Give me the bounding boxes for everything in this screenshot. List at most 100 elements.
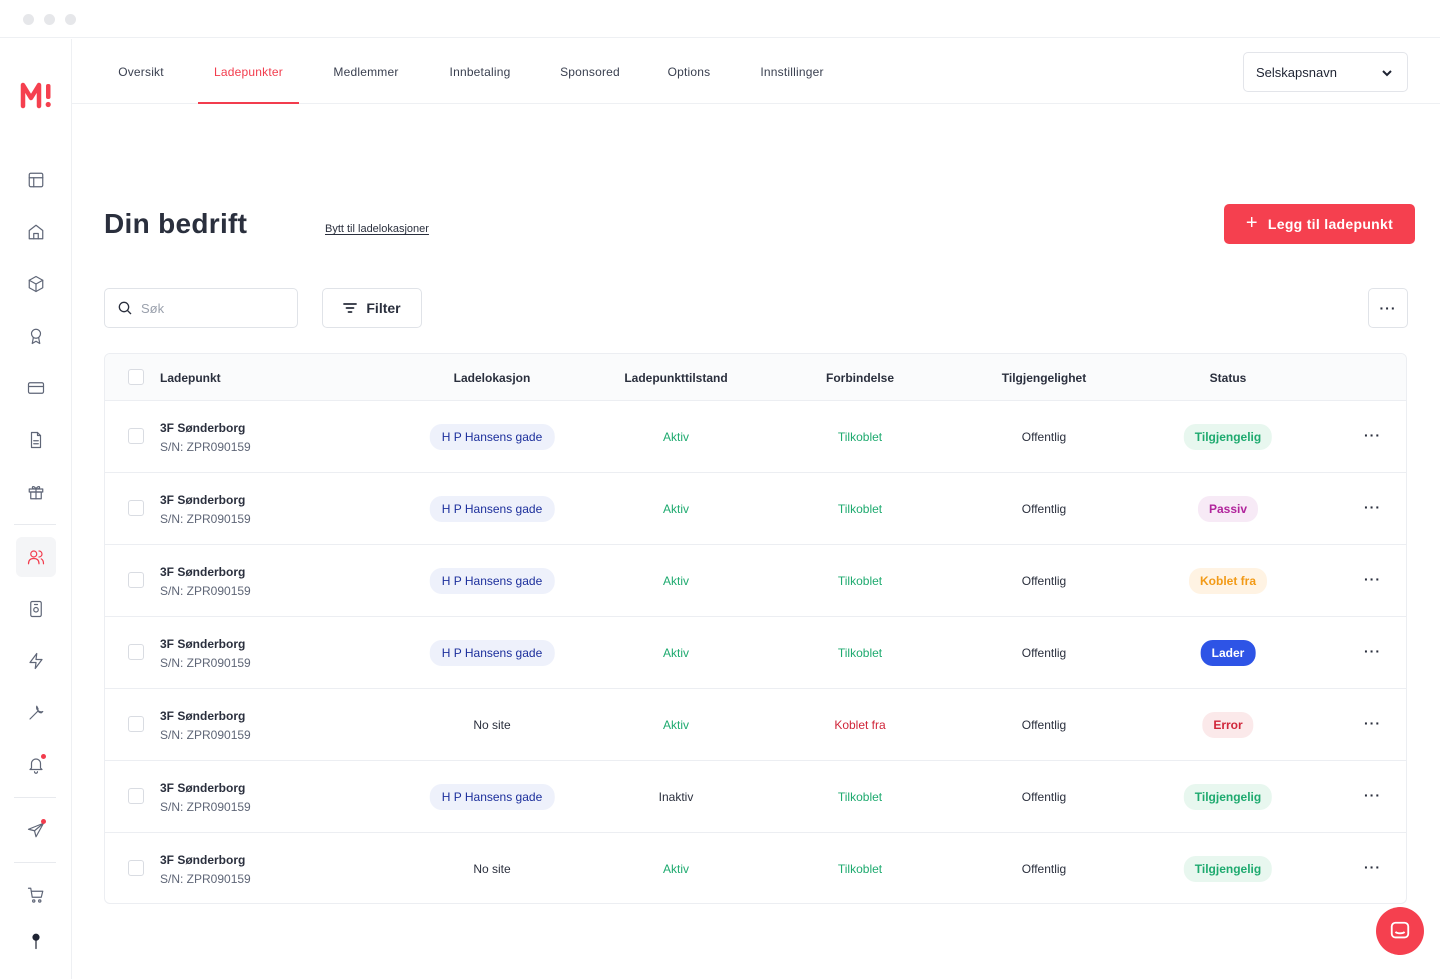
location-cell[interactable]: H P Hansens gade — [429, 640, 555, 666]
state-cell: Aktiv — [662, 502, 690, 516]
table-row[interactable]: 3F Sønderborg S/N: ZPR090159 H P Hansens g… — [105, 401, 1406, 473]
switch-to-locations-link[interactable]: Bytt til ladelokasjoner — [325, 223, 429, 235]
row-checkbox[interactable] — [128, 860, 144, 876]
users-icon[interactable] — [16, 537, 56, 577]
device-icon[interactable] — [16, 589, 56, 629]
window-maximize-dot[interactable] — [65, 14, 76, 25]
company-select[interactable]: Selskapsnavn — [1243, 52, 1408, 92]
brand-logo[interactable] — [20, 81, 54, 109]
add-charge-point-button[interactable]: + Legg til ladepunkt — [1224, 204, 1415, 244]
column-header-ladelokasjon[interactable]: Ladelokasjon — [453, 370, 531, 385]
table-row[interactable]: 3F Sønderborg S/N: ZPR090159 H P Hansens g… — [105, 545, 1406, 617]
select-all-checkbox[interactable] — [128, 369, 144, 385]
table-row[interactable]: 3F Sønderborg S/N: ZPR090159 H P Hansens g… — [105, 761, 1406, 833]
row-more-button[interactable]: ··· — [1364, 499, 1381, 515]
chat-support-button[interactable] — [1376, 907, 1424, 955]
tab-innbetaling[interactable]: Innbetaling — [449, 64, 511, 79]
gift-icon[interactable] — [16, 472, 56, 512]
charge-point-cell[interactable]: 3F Sønderborg S/N: ZPR090159 — [160, 637, 251, 670]
state-cell: Aktiv — [662, 574, 690, 588]
window-close-dot[interactable] — [23, 14, 34, 25]
state-cell: Aktiv — [662, 646, 690, 660]
table-row[interactable]: 3F Sønderborg S/N: ZPR090159 H P Hansens g… — [105, 473, 1406, 545]
tab-sponsored[interactable]: Sponsored — [560, 64, 620, 79]
tab-innstillinger[interactable]: Innstillinger — [760, 64, 824, 79]
location-cell[interactable]: H P Hansens gade — [429, 568, 555, 594]
document-icon[interactable] — [16, 420, 56, 460]
more-options-button[interactable]: ··· — [1368, 288, 1408, 328]
avatar-icon[interactable] — [16, 921, 56, 961]
charge-point-cell[interactable]: 3F Sønderborg S/N: ZPR090159 — [160, 565, 251, 598]
row-more-button[interactable]: ··· — [1364, 427, 1381, 443]
charge-point-cell[interactable]: 3F Sønderborg S/N: ZPR090159 — [160, 853, 251, 886]
top-navigation: Oversikt Ladepunkter Medlemmer Innbetali… — [72, 39, 1440, 104]
charge-point-serial: S/N: ZPR090159 — [160, 872, 251, 886]
tab-ladepunkter[interactable]: Ladepunkter — [198, 39, 299, 104]
connection-cell: Tilkoblet — [837, 862, 883, 876]
row-more-button[interactable]: ··· — [1364, 571, 1381, 587]
row-checkbox[interactable] — [128, 644, 144, 660]
state-cell: Aktiv — [662, 718, 690, 732]
cube-icon[interactable] — [16, 264, 56, 304]
row-more-button[interactable]: ··· — [1364, 787, 1381, 803]
status-badge: Koblet fra — [1188, 568, 1268, 594]
tab-oversikt[interactable]: Oversikt — [118, 64, 164, 79]
layout-icon[interactable] — [16, 160, 56, 200]
row-checkbox[interactable] — [128, 716, 144, 732]
charge-point-serial: S/N: ZPR090159 — [160, 584, 251, 598]
row-more-button[interactable]: ··· — [1364, 859, 1381, 875]
row-checkbox[interactable] — [128, 572, 144, 588]
filter-icon — [343, 303, 358, 313]
charge-point-cell[interactable]: 3F Sønderborg S/N: ZPR090159 — [160, 493, 251, 526]
connection-cell: Tilkoblet — [837, 502, 883, 516]
wrench-icon[interactable] — [16, 693, 56, 733]
search-field[interactable] — [104, 288, 298, 328]
charge-point-cell[interactable]: 3F Sønderborg S/N: ZPR090159 — [160, 709, 251, 742]
page-title: Din bedrift — [104, 208, 248, 239]
row-checkbox[interactable] — [128, 788, 144, 804]
status-badge: Tilgjengelig — [1183, 424, 1273, 450]
location-cell[interactable]: H P Hansens gade — [429, 424, 555, 450]
window-titlebar — [0, 0, 1440, 38]
search-icon — [118, 301, 132, 315]
search-input[interactable] — [141, 300, 281, 316]
availability-cell: Offentlig — [1021, 502, 1067, 516]
availability-cell: Offentlig — [1021, 646, 1067, 660]
filter-button[interactable]: Filter — [322, 288, 422, 328]
table-row[interactable]: 3F Sønderborg S/N: ZPR090159 No site Aktiv T… — [105, 833, 1406, 903]
card-icon[interactable] — [16, 368, 56, 408]
location-cell[interactable]: H P Hansens gade — [429, 496, 555, 522]
row-checkbox[interactable] — [128, 428, 144, 444]
table-row[interactable]: 3F Sønderborg S/N: ZPR090159 No site Aktiv K… — [105, 689, 1406, 761]
tab-medlemmer[interactable]: Medlemmer — [333, 64, 399, 79]
charge-point-serial: S/N: ZPR090159 — [160, 728, 251, 742]
row-more-button[interactable]: ··· — [1364, 715, 1381, 731]
charge-point-serial: S/N: ZPR090159 — [160, 440, 251, 454]
row-more-button[interactable]: ··· — [1364, 643, 1381, 659]
table-row[interactable]: 3F Sønderborg S/N: ZPR090159 H P Hansens g… — [105, 617, 1406, 689]
column-header-status[interactable]: Status — [1209, 370, 1247, 385]
column-header-tilgjengelighet[interactable]: Tilgjengelighet — [1001, 370, 1087, 385]
cart-icon[interactable] — [16, 875, 56, 915]
location-cell[interactable]: H P Hansens gade — [429, 784, 555, 810]
notification-dot — [41, 754, 46, 759]
charge-point-cell[interactable]: 3F Sønderborg S/N: ZPR090159 — [160, 421, 251, 454]
charge-point-serial: S/N: ZPR090159 — [160, 800, 251, 814]
column-header-ladepunkt[interactable]: Ladepunkt — [160, 370, 221, 385]
send-icon[interactable] — [16, 810, 56, 850]
state-cell: Aktiv — [662, 430, 690, 444]
column-header-forbindelse[interactable]: Forbindelse — [825, 370, 895, 385]
state-cell: Aktiv — [662, 862, 690, 876]
charge-point-cell[interactable]: 3F Sønderborg S/N: ZPR090159 — [160, 781, 251, 814]
home-icon[interactable] — [16, 212, 56, 252]
lightning-icon[interactable] — [16, 641, 56, 681]
tab-options[interactable]: Options — [667, 64, 711, 79]
window-minimize-dot[interactable] — [44, 14, 55, 25]
award-icon[interactable] — [16, 316, 56, 356]
bell-icon[interactable] — [16, 745, 56, 785]
charge-point-serial: S/N: ZPR090159 — [160, 656, 251, 670]
row-checkbox[interactable] — [128, 500, 144, 516]
column-header-ladepunkttilstand[interactable]: Ladepunkttilstand — [624, 370, 728, 385]
charge-point-name: 3F Sønderborg — [160, 421, 246, 435]
sidebar — [0, 39, 72, 979]
